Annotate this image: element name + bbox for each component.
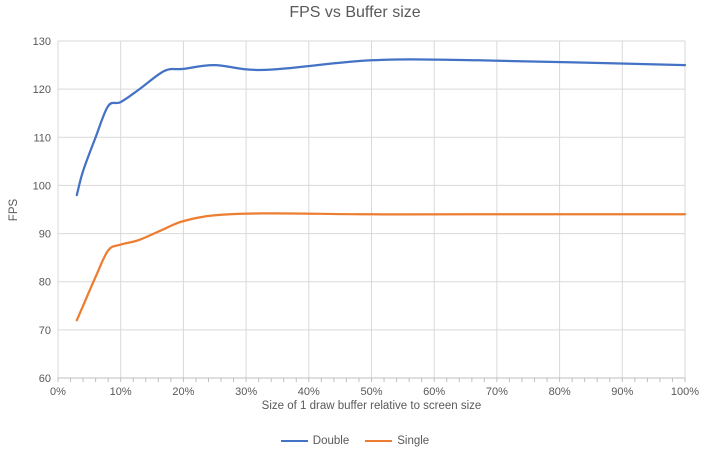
y-tick-label: 60 <box>39 373 51 385</box>
x-tick-label: 90% <box>611 386 633 398</box>
x-tick-label: 20% <box>172 386 194 398</box>
x-tick-label: 80% <box>549 386 571 398</box>
y-tick-label: 100 <box>33 180 51 192</box>
x-tick-label: 30% <box>235 386 257 398</box>
y-tick-label: 70 <box>39 325 51 337</box>
series-line-single[interactable] <box>75 212 687 322</box>
x-axis-title: Size of 1 draw buffer relative to screen… <box>261 400 482 412</box>
y-tick-label: 80 <box>39 277 51 289</box>
x-tick-label: 50% <box>360 386 382 398</box>
series-line-double[interactable] <box>75 58 687 197</box>
legend-item-single[interactable]: Single <box>365 435 429 447</box>
legend: Double Single <box>0 435 710 447</box>
legend-item-double[interactable]: Double <box>280 435 350 447</box>
y-tick-label: 120 <box>33 84 51 96</box>
legend-swatch-single-icon <box>365 440 393 442</box>
x-tick-label: 0% <box>50 386 66 398</box>
x-tick-label: 100% <box>671 386 699 398</box>
x-tick-label: 10% <box>110 386 132 398</box>
legend-label-double: Double <box>312 435 350 447</box>
x-tick-label: 40% <box>298 386 320 398</box>
y-tick-label: 90 <box>39 229 51 241</box>
y-axis-title: FPS <box>8 198 20 222</box>
x-tick-label: 70% <box>486 386 508 398</box>
chart-title: FPS vs Buffer size <box>289 4 421 21</box>
y-tick-label: 110 <box>33 132 51 144</box>
y-tick-label: 130 <box>33 36 51 48</box>
legend-label-single: Single <box>397 435 430 447</box>
x-tick-label: 60% <box>423 386 445 398</box>
legend-swatch-double-icon <box>280 440 308 442</box>
